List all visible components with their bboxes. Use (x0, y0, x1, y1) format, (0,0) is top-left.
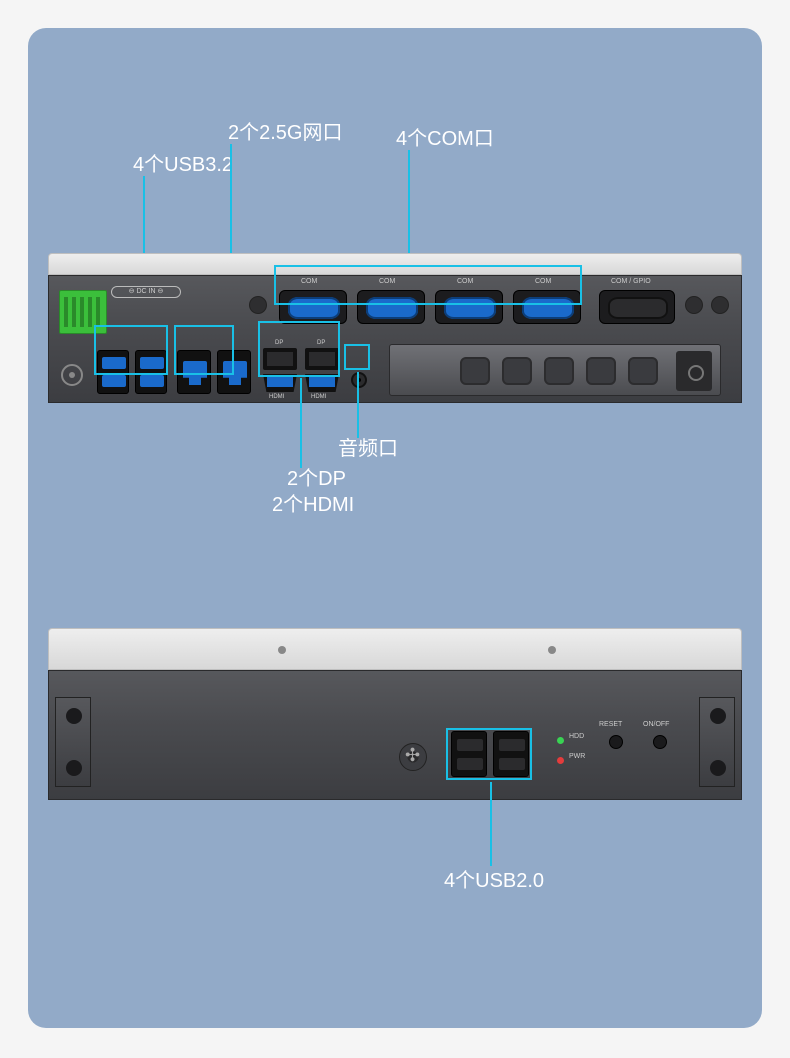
hilite-usb20 (446, 728, 532, 780)
label-dp2: 2个DP (287, 462, 346, 491)
label-audio: 音频口 (338, 432, 398, 461)
pwr-led-silk: PWR (569, 753, 585, 760)
vent-2 (502, 357, 532, 385)
label-com4: 4个COM口 (396, 122, 494, 151)
hilite-lan25g (174, 325, 234, 375)
antenna-hole-3 (711, 296, 729, 314)
hdd-led (557, 737, 564, 744)
onoff-silk: ON/OFF (643, 721, 669, 728)
reset-button (609, 735, 623, 749)
vent-5 (628, 357, 658, 385)
antenna-hole-2 (685, 296, 703, 314)
expansion-lock (676, 351, 712, 391)
infographic-canvas: 2个2.5G网口 4个COM口 4个USB3.2 ⊖ DC IN ⊖ COM C… (28, 28, 762, 1028)
gpio-silk: COM / GPIO (611, 278, 651, 285)
hilite-com4 (274, 265, 582, 305)
back-face: HDD PWR RESET ON/OFF (48, 670, 742, 800)
hdd-led-silk: HDD (569, 733, 584, 740)
rack-ear-left (55, 697, 91, 787)
label-hdmi2: 2个HDMI (272, 488, 354, 517)
vent-4 (586, 357, 616, 385)
dc-in-silk: ⊖ DC IN ⊖ (111, 286, 181, 298)
hilite-usb32 (94, 325, 168, 375)
rack-ear-right (699, 697, 735, 787)
vent-1 (460, 357, 490, 385)
fan-icon (399, 743, 427, 771)
onoff-button (653, 735, 667, 749)
top-screw-1 (278, 646, 286, 654)
top-plate-back (48, 628, 742, 670)
ground-screw (61, 364, 83, 386)
vent-3 (544, 357, 574, 385)
expansion-plate (389, 344, 721, 396)
hdmi2-silk: HDMI (311, 394, 326, 400)
label-lan25g: 2个2.5G网口 (228, 116, 342, 145)
leader-com4 (408, 150, 410, 268)
hdmi1-silk: HDMI (269, 394, 284, 400)
antenna-hole-1 (249, 296, 267, 314)
hilite-audio (344, 344, 370, 370)
label-usb32: 4个USB3.2 (133, 148, 233, 177)
label-usb20: 4个USB2.0 (444, 864, 544, 893)
reset-silk: RESET (599, 721, 622, 728)
leader-audio (357, 372, 359, 438)
top-screw-2 (548, 646, 556, 654)
leader-dphdmi (300, 378, 302, 468)
leader-usb20 (490, 782, 492, 866)
device-back: HDD PWR RESET ON/OFF (48, 628, 742, 798)
audio-jack (351, 372, 367, 388)
com-gpio-port (599, 290, 675, 324)
pwr-led (557, 757, 564, 764)
hilite-dphdmi (258, 321, 340, 377)
